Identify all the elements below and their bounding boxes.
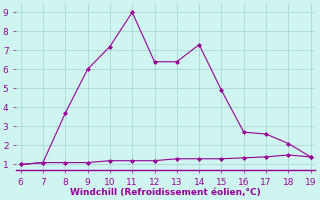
- X-axis label: Windchill (Refroidissement éolien,°C): Windchill (Refroidissement éolien,°C): [70, 188, 261, 197]
